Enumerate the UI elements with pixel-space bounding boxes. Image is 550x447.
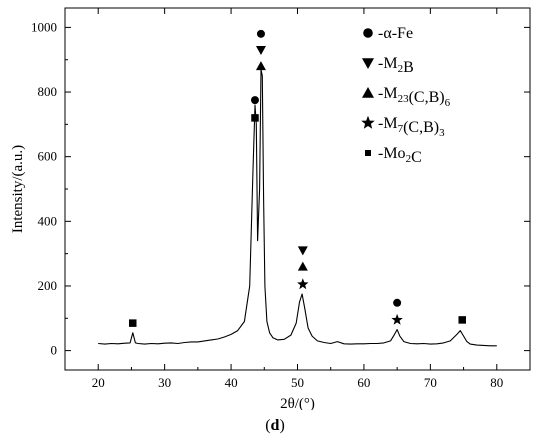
circle-marker bbox=[363, 28, 373, 38]
x-tick-label: 40 bbox=[225, 375, 238, 390]
legend-label-subscript: 3 bbox=[439, 127, 445, 139]
y-tick-label: 600 bbox=[38, 149, 58, 164]
legend-label-subscript: 2 bbox=[398, 63, 404, 75]
legend-label-text: -M bbox=[378, 85, 398, 102]
triangle-up-marker bbox=[362, 87, 374, 98]
legend-label: -M7(C,B)3 bbox=[378, 115, 445, 139]
legend-item: -M2B bbox=[362, 55, 414, 76]
triangle-down-marker bbox=[362, 58, 374, 69]
legend-label: -M23(C,B)6 bbox=[378, 85, 451, 109]
circle-marker bbox=[256, 29, 265, 38]
y-tick-label: 200 bbox=[38, 278, 58, 293]
legend-item: -Mo2C bbox=[365, 145, 422, 166]
square-marker bbox=[458, 316, 466, 324]
square-marker bbox=[365, 150, 371, 156]
xrd-pattern-line bbox=[98, 68, 497, 347]
figure-caption-label: d bbox=[270, 417, 280, 434]
square-marker bbox=[129, 319, 137, 327]
legend-label-text: B bbox=[403, 59, 414, 76]
x-tick-label: 70 bbox=[424, 375, 437, 390]
plot-area bbox=[98, 68, 497, 347]
y-axis-title: Intensity/(a.u.) bbox=[10, 145, 26, 233]
y-tick-label: 1000 bbox=[31, 19, 57, 34]
x-axis-title: 2θ/(°) bbox=[280, 396, 315, 410]
legend-label-text: C bbox=[411, 149, 422, 166]
triangle-down-marker bbox=[255, 46, 266, 56]
legend-item: -M7(C,B)3 bbox=[361, 115, 445, 139]
legend-label-text: -Mo bbox=[378, 145, 406, 162]
circle-marker bbox=[250, 96, 259, 105]
x-tick-label: 30 bbox=[158, 375, 171, 390]
legend-label-text: -M bbox=[378, 115, 398, 132]
x-tick-label: 60 bbox=[357, 375, 370, 390]
circle-marker bbox=[393, 298, 402, 307]
x-tick-label: 50 bbox=[291, 375, 304, 390]
triangle-up-marker bbox=[297, 261, 308, 271]
figure-caption: (d) bbox=[265, 417, 285, 434]
x-tick-label: 20 bbox=[92, 375, 105, 390]
legend-label-subscript: 23 bbox=[398, 93, 410, 105]
legend-label: -M2B bbox=[378, 55, 414, 76]
legend-item: -α-Fe bbox=[363, 25, 413, 42]
legend-label: -Mo2C bbox=[378, 145, 422, 166]
triangle-up-marker bbox=[255, 61, 266, 71]
star-marker bbox=[361, 115, 375, 129]
y-tick-label: 400 bbox=[38, 213, 58, 228]
legend-label-subscript: 7 bbox=[398, 123, 404, 135]
legend-label-subscript: 2 bbox=[406, 153, 412, 165]
triangle-down-marker bbox=[297, 246, 308, 256]
legend-item: -M23(C,B)6 bbox=[362, 85, 451, 109]
x-tick-label: 80 bbox=[490, 375, 503, 390]
peak-markers bbox=[129, 29, 466, 327]
legend-label-subscript: 6 bbox=[445, 97, 451, 109]
star-marker bbox=[391, 313, 403, 325]
legend-label-text: -α-Fe bbox=[378, 25, 413, 42]
legend-label-text: -M bbox=[378, 55, 398, 72]
y-tick-label: 800 bbox=[38, 84, 58, 99]
square-marker bbox=[251, 114, 259, 122]
star-marker bbox=[297, 278, 309, 290]
y-tick-label: 0 bbox=[51, 343, 58, 358]
legend: -α-Fe-M2B-M23(C,B)6-M7(C,B)3-Mo2C bbox=[361, 25, 451, 166]
legend-label: -α-Fe bbox=[378, 25, 413, 42]
legend-label-text: (C,B) bbox=[403, 119, 439, 136]
legend-label-text: (C,B) bbox=[409, 89, 445, 106]
